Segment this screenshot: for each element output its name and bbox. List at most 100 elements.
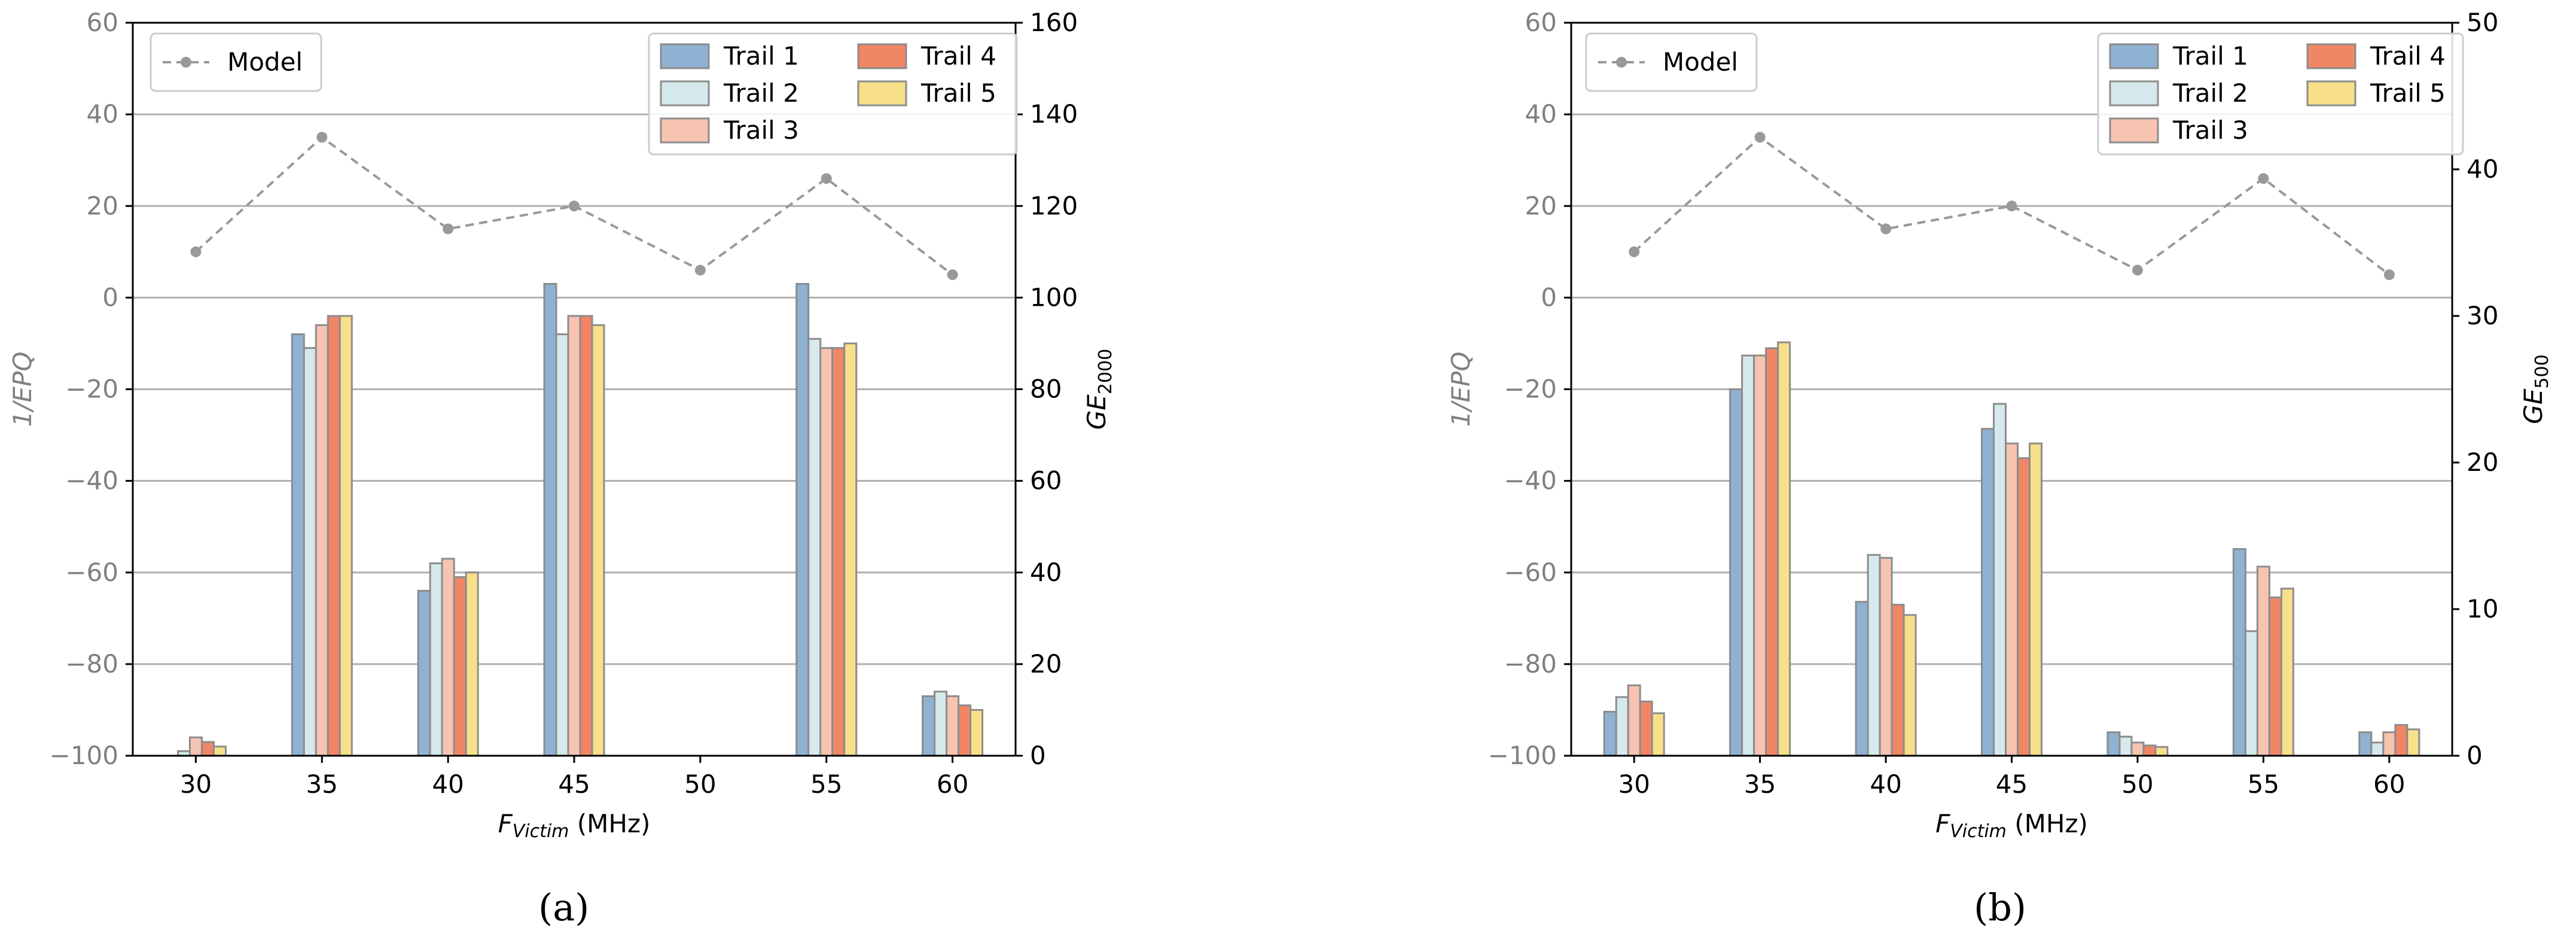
y-right-axis-label: GE500 [2519, 354, 2553, 424]
y-right-tick-label: 120 [1030, 191, 1078, 220]
y-left-tick-label: −60 [65, 558, 118, 587]
x-tick-label: 50 [2121, 769, 2153, 799]
bar-trail-5 [843, 342, 858, 757]
x-axis-label: FVictim (MHz) [1935, 809, 2088, 842]
model-point [2258, 173, 2269, 184]
y-right-tick-label: 50 [2467, 8, 2498, 37]
bar-trail-4 [1891, 604, 1905, 757]
bar-trail-4 [579, 315, 593, 757]
y-right-tick-label: 0 [1030, 741, 1046, 770]
bar-trail-5 [465, 571, 479, 757]
y-right-axis-label: GE2000 [1082, 349, 1116, 430]
bar-trail-4 [2142, 744, 2157, 757]
model-point [443, 223, 454, 235]
y-right-tick-label: 20 [1030, 649, 1062, 679]
bar-trail-1 [2106, 731, 2121, 757]
bar-trail-2 [807, 337, 822, 757]
bar-trail-5 [2154, 746, 2169, 757]
x-tick-label: 35 [306, 769, 338, 799]
bar-trail-4 [2268, 596, 2282, 757]
bar-trail-3 [2382, 731, 2397, 757]
legend-swatch [2306, 80, 2356, 107]
x-tick-label: 45 [1996, 769, 2028, 799]
bar-trail-1 [795, 282, 810, 757]
y-left-tick-label: −40 [1504, 466, 1557, 495]
model-point [2383, 269, 2395, 281]
y-right-tick-label: 100 [1030, 282, 1078, 312]
bar-trail-1 [1855, 601, 1869, 757]
x-tick-label: 60 [937, 769, 968, 799]
bar-trail-2 [555, 333, 569, 757]
y-right-tick-label: 40 [2467, 154, 2498, 184]
bar-trail-2 [1615, 696, 1629, 757]
x-tick-label: 55 [2248, 769, 2279, 799]
legend-model-label: Model [227, 47, 303, 77]
bar-trail-2 [1741, 354, 1755, 757]
bar-trail-1 [1729, 388, 1743, 757]
bar-trail-1 [291, 333, 305, 757]
x-tick-label: 55 [810, 769, 842, 799]
model-point [190, 246, 202, 257]
y-left-tick-label: −20 [1504, 375, 1557, 404]
bar-trail-1 [922, 695, 936, 757]
legend-model-marker [181, 57, 191, 68]
bar-trail-3 [2256, 565, 2270, 757]
model-point [569, 200, 580, 212]
y-left-tick-label: −40 [65, 466, 118, 495]
legend-swatch [660, 117, 710, 144]
bar-trail-4 [831, 347, 846, 757]
legend-swatch [2109, 80, 2159, 107]
y-left-tick-label: 20 [87, 191, 118, 220]
legend-trail-label: Trail 1 [723, 41, 799, 71]
model-point [694, 264, 706, 276]
model-point [821, 173, 832, 184]
legend-model-box [150, 32, 322, 92]
bar-trail-3 [1753, 354, 1767, 757]
chart-panel-a: 60 40 20 0 −20 −40 −60 −80 −100 160 140 120 100 80 60 4… [8, 8, 1116, 842]
bar-trail-4 [958, 704, 972, 757]
y-right-tick-label: 30 [2467, 301, 2498, 330]
y-left-tick-label: −20 [65, 375, 118, 404]
bar-trail-3 [819, 347, 834, 757]
model-point [316, 132, 328, 143]
model-point [1880, 223, 1892, 235]
legend-swatch [2109, 117, 2159, 144]
y-left-tick-label: −100 [50, 741, 118, 770]
bar-trail-2 [2244, 630, 2258, 757]
x-tick-label: 40 [1870, 769, 1901, 799]
bar-trail-4 [453, 576, 467, 757]
caption-b: (b) [1974, 886, 2027, 929]
y-left-tick-label: 20 [1525, 191, 1557, 220]
legend-swatch [660, 80, 710, 107]
legend-swatch [857, 80, 907, 107]
x-axis-label: FVictim (MHz) [498, 809, 651, 842]
bar-trail-5 [1777, 341, 1791, 757]
y-left-axis-label: 1/EPQ [8, 352, 37, 427]
bar-trail-4 [1639, 700, 1653, 757]
legend-trail-label: Trail 4 [920, 41, 996, 71]
bar-trail-5 [1651, 712, 1665, 757]
y-right-tick-label: 20 [2467, 448, 2498, 477]
bar-trail-5 [339, 315, 353, 757]
y-left-tick-label: −80 [65, 649, 118, 679]
x-tick-label: 45 [558, 769, 590, 799]
legend-swatch [2109, 43, 2159, 69]
legend-trail-label: Trail 5 [920, 78, 996, 108]
y-left-tick-label: 60 [1525, 8, 1557, 37]
legend-model-marker [1616, 57, 1627, 68]
y-right-tick-label: 40 [1030, 558, 1062, 587]
chart-panel-b: 60 40 20 0 −20 −40 −60 −80 −100 50 40 30 20 10 0 30 35 40… [1446, 8, 2553, 842]
bar-trail-1 [1603, 711, 1617, 757]
y-right-tick-label: 160 [1030, 8, 1078, 37]
legend-swatch [660, 43, 710, 69]
y-left-tick-label: 0 [102, 282, 118, 312]
bar-trail-1 [2232, 548, 2246, 757]
y-left-tick-label: −80 [1504, 649, 1557, 679]
legend-trails-box [648, 32, 1018, 156]
bar-trail-4 [327, 315, 341, 757]
bar-trail-3 [315, 324, 329, 757]
legend-model-box [1585, 32, 1758, 92]
model-point [1629, 246, 1640, 257]
bar-trail-5 [591, 324, 605, 757]
